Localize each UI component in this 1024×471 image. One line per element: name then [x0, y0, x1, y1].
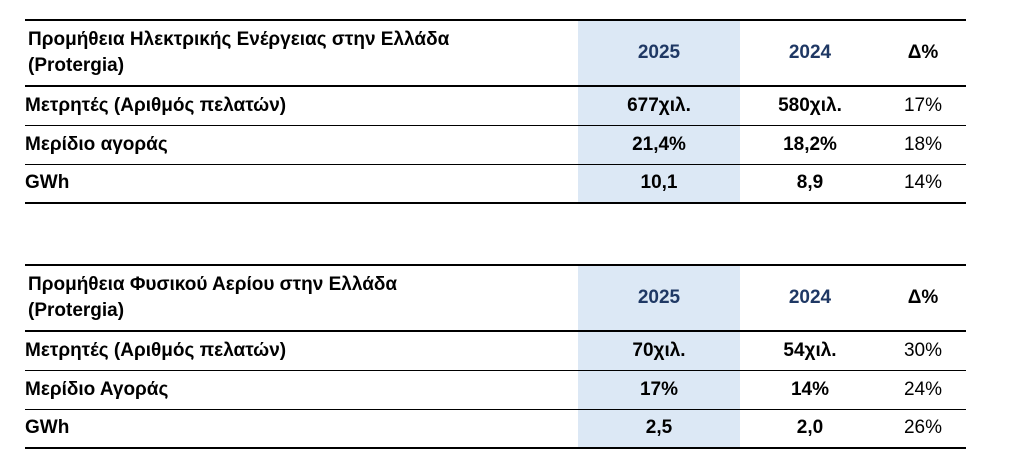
- table-title: Προμήθεια Ηλεκτρικής Ενέργειας στην Ελλά…: [28, 29, 450, 76]
- value-2024: 580χιλ.: [740, 86, 880, 126]
- column-header-2024: 2024: [740, 20, 880, 87]
- row-label: GWh: [25, 409, 578, 449]
- table-title-cell: Προμήθεια Φυσικού Αερίου στην Ελλάδα (Pr…: [25, 265, 578, 332]
- table-row-market-share: Μερίδιο Αγοράς 17% 14% 24%: [25, 370, 966, 410]
- table-header-row: Προμήθεια Ηλεκτρικής Ενέργειας στην Ελλά…: [25, 20, 966, 87]
- table-row-gwh: GWh 10,1 8,9 14%: [25, 164, 966, 204]
- electricity-supply-table: Προμήθεια Ηλεκτρικής Ενέργειας στην Ελλά…: [25, 19, 966, 204]
- value-2025: 677χιλ.: [578, 86, 740, 126]
- table-title: Προμήθεια Φυσικού Αερίου στην Ελλάδα (Pr…: [28, 274, 398, 321]
- row-label: Μετρητές (Αριθμός πελατών): [25, 331, 578, 371]
- value-2025: 70χιλ.: [578, 331, 740, 371]
- gas-supply-table: Προμήθεια Φυσικού Αερίου στην Ελλάδα (Pr…: [25, 264, 966, 449]
- column-header-delta: Δ%: [880, 20, 966, 87]
- value-2025: 21,4%: [578, 125, 740, 165]
- value-2024: 8,9: [740, 164, 880, 204]
- value-2024: 18,2%: [740, 125, 880, 165]
- column-header-2024: 2024: [740, 265, 880, 332]
- table-row-meters: Μετρητές (Αριθμός πελατών) 70χιλ. 54χιλ.…: [25, 331, 966, 371]
- value-delta: 18%: [880, 125, 966, 165]
- value-delta: 26%: [880, 409, 966, 449]
- table-title-cell: Προμήθεια Ηλεκτρικής Ενέργειας στην Ελλά…: [25, 20, 578, 87]
- row-label: Μερίδιο Αγοράς: [25, 370, 578, 410]
- value-2024: 54χιλ.: [740, 331, 880, 371]
- row-label: Μερίδιο αγοράς: [25, 125, 578, 165]
- report-page: Προμήθεια Ηλεκτρικής Ενέργειας στην Ελλά…: [25, 19, 966, 449]
- value-2025: 2,5: [578, 409, 740, 449]
- value-2024: 14%: [740, 370, 880, 410]
- column-header-2025: 2025: [578, 20, 740, 87]
- value-2025: 17%: [578, 370, 740, 410]
- value-delta: 30%: [880, 331, 966, 371]
- value-2025: 10,1: [578, 164, 740, 204]
- row-label: GWh: [25, 164, 578, 204]
- table-row-meters: Μετρητές (Αριθμός πελατών) 677χιλ. 580χι…: [25, 86, 966, 126]
- table-row-gwh: GWh 2,5 2,0 26%: [25, 409, 966, 449]
- table-header-row: Προμήθεια Φυσικού Αερίου στην Ελλάδα (Pr…: [25, 265, 966, 332]
- value-delta: 14%: [880, 164, 966, 204]
- value-delta: 17%: [880, 86, 966, 126]
- value-delta: 24%: [880, 370, 966, 410]
- value-2024: 2,0: [740, 409, 880, 449]
- column-header-delta: Δ%: [880, 265, 966, 332]
- table-row-market-share: Μερίδιο αγοράς 21,4% 18,2% 18%: [25, 125, 966, 165]
- column-header-2025: 2025: [578, 265, 740, 332]
- row-label: Μετρητές (Αριθμός πελατών): [25, 86, 578, 126]
